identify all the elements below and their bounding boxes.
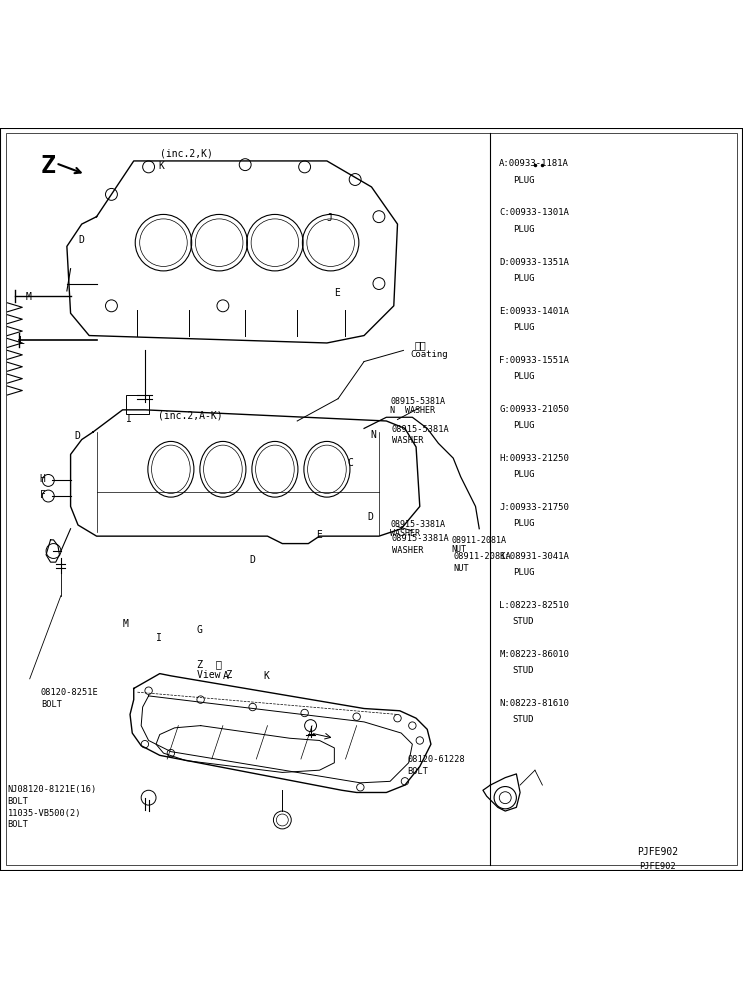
Text: M: M: [123, 620, 129, 630]
Text: E: E: [316, 530, 322, 540]
Text: H:00933-21250: H:00933-21250: [499, 454, 569, 463]
Text: PLUG: PLUG: [513, 225, 534, 234]
Text: PLUG: PLUG: [513, 421, 534, 430]
Text: D:00933-1351A: D:00933-1351A: [499, 257, 569, 266]
Text: E:00933-1401A: E:00933-1401A: [499, 306, 569, 315]
Text: A:00933-1181A: A:00933-1181A: [499, 160, 569, 169]
Text: N:08223-81610: N:08223-81610: [499, 699, 569, 708]
Text: PJFE902: PJFE902: [639, 861, 675, 870]
Text: G: G: [197, 626, 203, 636]
Text: C: C: [347, 458, 353, 468]
Text: N  WASHER: N WASHER: [390, 406, 435, 415]
Text: N: N: [370, 430, 376, 440]
Text: PLUG: PLUG: [513, 470, 534, 479]
Text: Z  視: Z 視: [197, 659, 222, 669]
Text: View Z: View Z: [197, 670, 232, 680]
Text: F: F: [39, 490, 45, 500]
Text: 08915-3381A: 08915-3381A: [390, 520, 445, 529]
Text: G:00933-21050: G:00933-21050: [499, 404, 569, 413]
Text: D: D: [250, 556, 256, 566]
Text: WASHER: WASHER: [390, 529, 420, 538]
Text: I: I: [126, 413, 132, 423]
Text: STUD: STUD: [513, 667, 534, 676]
Text: 08120-61228
BOLT: 08120-61228 BOLT: [407, 755, 465, 776]
Text: PLUG: PLUG: [513, 372, 534, 381]
Text: F:00933-1551A: F:00933-1551A: [499, 355, 569, 364]
Text: (inc.2,A-K): (inc.2,A-K): [158, 410, 223, 420]
Text: PLUG: PLUG: [513, 519, 534, 528]
Text: I: I: [156, 633, 162, 643]
Text: K: K: [158, 161, 164, 171]
Text: D: D: [78, 236, 84, 246]
Text: E: E: [334, 288, 340, 298]
Text: M: M: [26, 292, 32, 302]
Text: K: K: [264, 672, 270, 682]
Text: 08911-2081A: 08911-2081A: [452, 536, 507, 545]
Text: (inc.2,K): (inc.2,K): [160, 149, 212, 159]
Text: 08915-5381A
WASHER: 08915-5381A WASHER: [392, 425, 450, 445]
Text: 08915-5381A: 08915-5381A: [390, 397, 445, 406]
Text: 塗布: 塗布: [415, 340, 426, 350]
Text: D: D: [74, 431, 80, 441]
Text: 08911-2081A
NUT: 08911-2081A NUT: [453, 553, 511, 573]
Text: Z: Z: [41, 154, 56, 178]
Text: A: A: [223, 672, 229, 682]
Text: PLUG: PLUG: [513, 323, 534, 332]
Text: 08120-8251E
BOLT: 08120-8251E BOLT: [41, 689, 99, 710]
Text: PLUG: PLUG: [513, 176, 534, 185]
Text: Coating: Coating: [410, 350, 448, 359]
Text: PLUG: PLUG: [513, 273, 534, 282]
Text: L: L: [19, 335, 25, 345]
Text: NJ08120-8121E(16)
BOLT
11035-VB500(2)
BOLT: NJ08120-8121E(16) BOLT 11035-VB500(2) BO…: [7, 785, 97, 829]
Text: PLUG: PLUG: [513, 568, 534, 577]
Text: D: D: [367, 512, 373, 522]
Text: STUD: STUD: [513, 716, 534, 725]
Text: J:00933-21750: J:00933-21750: [499, 503, 569, 512]
Text: K:08931-3041A: K:08931-3041A: [499, 552, 569, 561]
Text: NUT: NUT: [452, 545, 467, 554]
Text: C:00933-1301A: C:00933-1301A: [499, 209, 569, 218]
Text: 08915-3381A
WASHER: 08915-3381A WASHER: [392, 534, 450, 555]
Text: PJFE902: PJFE902: [637, 847, 678, 857]
Text: L:08223-82510: L:08223-82510: [499, 601, 569, 610]
Text: H: H: [39, 474, 45, 484]
Text: J: J: [327, 213, 333, 223]
Text: M:08223-86010: M:08223-86010: [499, 650, 569, 659]
Bar: [126, 395, 149, 413]
Text: STUD: STUD: [513, 617, 534, 626]
